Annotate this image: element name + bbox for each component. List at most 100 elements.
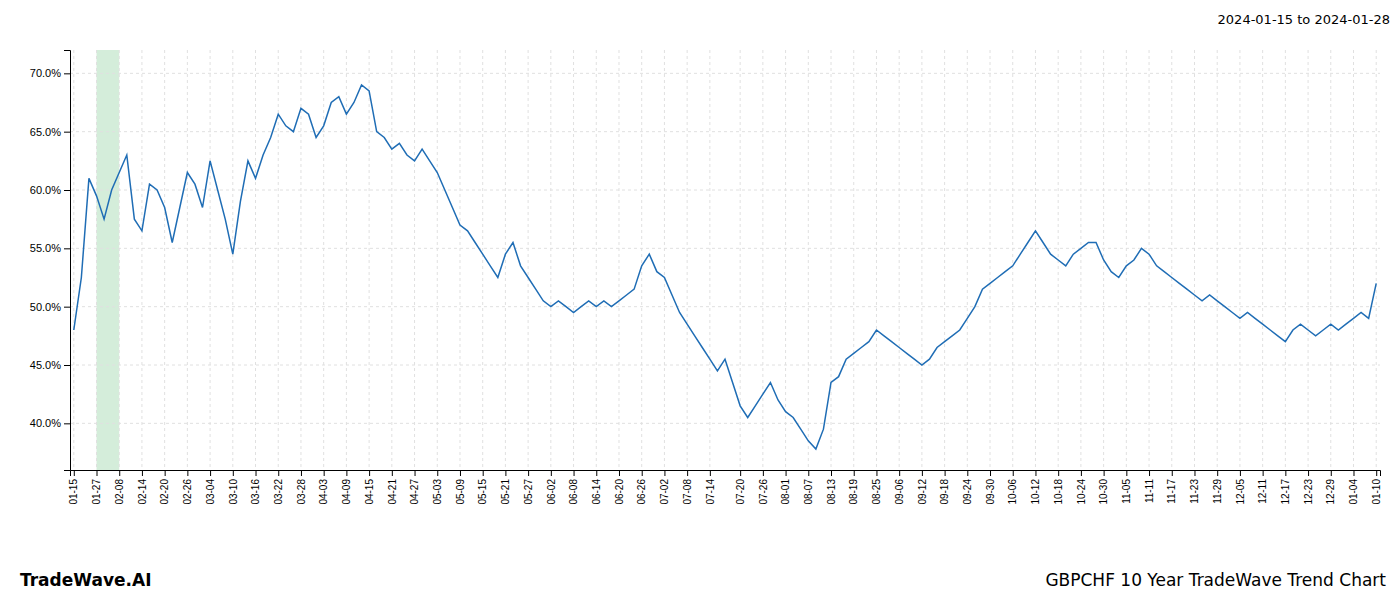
- x-tick-mark: [619, 470, 620, 476]
- x-tick-mark: [369, 470, 370, 476]
- x-tick-mark: [1081, 470, 1082, 476]
- grid-line-x: [762, 50, 763, 470]
- x-tick: 10-24: [1076, 470, 1087, 505]
- x-tick: 11-29: [1212, 470, 1223, 504]
- x-tick-mark: [808, 470, 809, 476]
- x-tick-label: 02-08: [114, 479, 125, 505]
- x-tick: 06-20: [614, 470, 625, 505]
- y-tick-mark: [64, 365, 70, 366]
- x-tick: 02-20: [159, 470, 170, 505]
- x-tick: 10-30: [1098, 470, 1109, 505]
- y-axis-line: [64, 51, 71, 471]
- grid-line-x: [1149, 50, 1150, 470]
- x-tick: 03-28: [296, 470, 307, 505]
- x-tick-label: 10-12: [1030, 479, 1041, 505]
- y-tick-label: 45.0%: [30, 359, 61, 371]
- x-tick-label: 03-28: [296, 479, 307, 505]
- x-axis: 01-1501-2702-0802-1402-2002-2603-0403-10…: [68, 470, 1381, 505]
- x-tick-mark: [1149, 470, 1150, 476]
- x-tick-label: 04-15: [364, 479, 375, 505]
- y-tick-label: 40.0%: [30, 417, 61, 429]
- grid-line-y: [70, 73, 1380, 74]
- x-tick-mark: [1217, 470, 1218, 476]
- grid-line-x: [1171, 50, 1172, 470]
- grid-line-x: [323, 50, 324, 470]
- x-tick: 12-11: [1257, 470, 1268, 504]
- watermark: TradeWave.AI: [20, 570, 151, 590]
- x-tick: 04-03: [318, 470, 329, 505]
- x-tick-mark: [278, 470, 279, 476]
- x-tick-label: 05-27: [523, 479, 534, 505]
- x-tick: 07-20: [735, 470, 746, 505]
- x-tick-label: 11-11: [1144, 479, 1155, 504]
- x-tick: 06-08: [568, 470, 579, 505]
- x-tick-label: 06-14: [591, 479, 602, 505]
- plot-marks: [70, 50, 1380, 470]
- x-tick-mark: [324, 470, 325, 476]
- grid-line-x: [141, 50, 142, 470]
- x-tick-label: 09-24: [962, 479, 973, 505]
- x-tick: 12-29: [1325, 470, 1336, 505]
- x-tick-mark: [1013, 470, 1014, 476]
- y-tick-label: 65.0%: [30, 126, 61, 138]
- x-tick-mark: [710, 470, 711, 476]
- x-tick: 03-16: [250, 470, 261, 505]
- x-tick-label: 07-20: [735, 479, 746, 505]
- grid-line-x: [1330, 50, 1331, 470]
- x-tick-mark: [967, 470, 968, 476]
- grid-line-x: [1217, 50, 1218, 470]
- x-tick-mark: [1376, 470, 1377, 476]
- grid-line-x: [255, 50, 256, 470]
- grid-line-y: [70, 190, 1380, 191]
- grid-line-x: [596, 50, 597, 470]
- x-tick-mark: [763, 470, 764, 476]
- x-tick-mark: [945, 470, 946, 476]
- x-tick-mark: [1035, 470, 1036, 476]
- x-tick: 08-13: [826, 470, 837, 505]
- x-tick-label: 07-26: [758, 479, 769, 505]
- x-tick-label: 08-13: [826, 479, 837, 505]
- x-tick-mark: [1104, 470, 1105, 476]
- grid-line-x: [550, 50, 551, 470]
- x-tick: 05-15: [477, 470, 488, 505]
- x-tick: 11-11: [1144, 470, 1155, 503]
- x-tick-mark: [97, 470, 98, 476]
- x-tick: 05-21: [500, 470, 511, 505]
- x-tick-label: 09-18: [939, 479, 950, 505]
- grid-line-x: [618, 50, 619, 470]
- grid-line-x: [119, 50, 120, 470]
- x-tick-label: 11-05: [1121, 479, 1132, 504]
- x-tick-mark: [687, 470, 688, 476]
- x-tick-label: 06-08: [568, 479, 579, 505]
- x-tick-label: 08-07: [803, 479, 814, 505]
- x-tick-mark: [437, 470, 438, 476]
- grid-line-x: [876, 50, 877, 470]
- x-tick-label: 10-06: [1007, 479, 1018, 505]
- x-tick: 12-23: [1303, 470, 1314, 505]
- x-tick-mark: [786, 470, 787, 476]
- x-tick-label: 01-27: [91, 479, 102, 505]
- grid-line-x: [369, 50, 370, 470]
- x-tick-mark: [505, 470, 506, 476]
- grid-line-x: [232, 50, 233, 470]
- grid-line-x: [1308, 50, 1309, 470]
- x-tick: 09-18: [939, 470, 950, 505]
- grid-line-x: [687, 50, 688, 470]
- x-tick-label: 12-11: [1257, 479, 1268, 504]
- x-tick: 02-14: [137, 470, 148, 505]
- x-tick-label: 09-12: [917, 479, 928, 505]
- grid-line-x: [505, 50, 506, 470]
- x-tick-label: 12-29: [1325, 479, 1336, 505]
- plot-area: 40.0%45.0%50.0%55.0%60.0%65.0%70.0%01-15…: [30, 50, 1382, 505]
- x-tick-label: 12-23: [1303, 479, 1314, 505]
- x-tick-mark: [1194, 470, 1195, 476]
- grid-line-x: [300, 50, 301, 470]
- x-tick-label: 04-09: [341, 479, 352, 505]
- x-tick-mark: [854, 470, 855, 476]
- grid-line-x: [1035, 50, 1036, 470]
- grid-line-x: [853, 50, 854, 470]
- x-tick-mark: [899, 470, 900, 476]
- grid-line-x: [528, 50, 529, 470]
- x-tick: 06-02: [546, 470, 557, 505]
- x-tick: 07-14: [705, 470, 716, 505]
